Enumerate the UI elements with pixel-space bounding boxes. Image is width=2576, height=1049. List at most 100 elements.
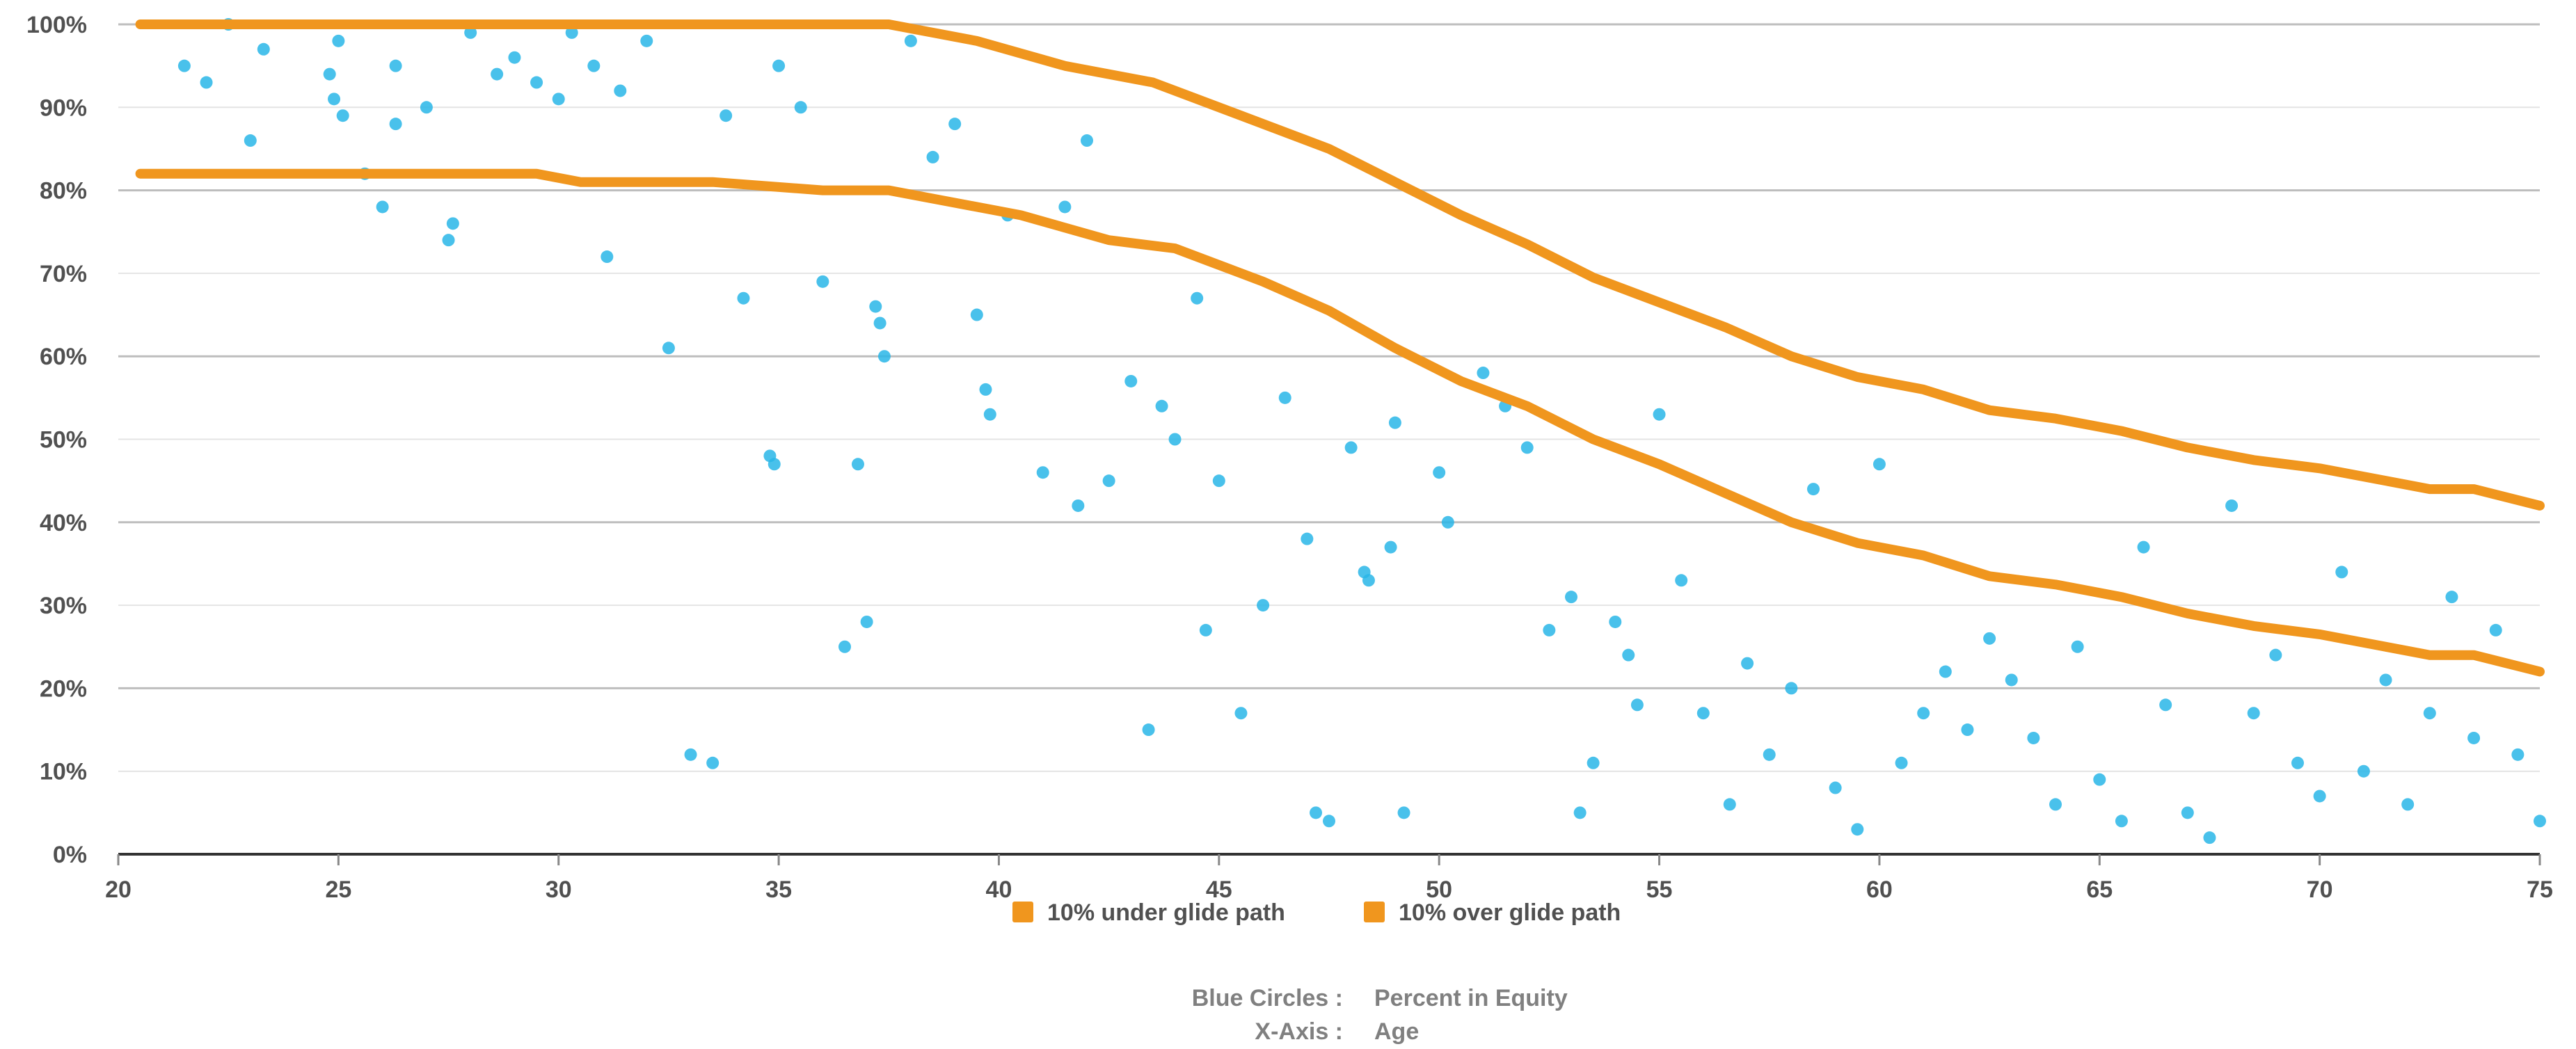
y-tick-label: 60% [40,344,87,370]
data-point [640,34,653,47]
data-point [257,42,270,56]
data-point [873,317,887,330]
data-point [2313,790,2326,803]
data-point [816,275,829,288]
data-point [737,291,750,305]
legend-swatch [1012,902,1033,922]
data-point [1630,698,1644,712]
data-point [389,118,402,131]
data-point [464,26,477,39]
y-tick-label: 50% [40,427,87,454]
data-point [1763,748,1776,761]
data-point [926,150,939,163]
data-point [1102,474,1115,488]
x-tick-label: 40 [986,876,1012,903]
x-tick-label: 55 [1646,876,1673,903]
y-tick-label: 10% [40,759,87,785]
data-point [420,101,433,114]
data-point [2049,798,2062,811]
data-point [1807,483,1820,496]
data-point [877,350,891,363]
data-point [336,109,349,122]
data-point [1301,532,1314,545]
data-point [1191,291,1204,305]
glide-path-under-line [135,168,2545,677]
data-point [970,308,983,321]
data-point [2423,707,2436,720]
data-point [1520,441,1534,454]
data-point [1124,374,1138,387]
data-point [177,59,191,72]
data-point [1573,806,1587,819]
data-point [389,59,402,72]
data-point [1234,707,1248,720]
data-point [2203,831,2216,844]
data-point [1895,756,1908,769]
data-point [684,748,697,761]
data-point [1323,815,1335,828]
data-point [2181,806,2194,819]
data-point [2071,640,2084,653]
data-point [2093,773,2106,786]
data-point [376,200,389,214]
data-point [1257,599,1270,612]
data-point [323,67,336,81]
x-tick-label: 60 [1866,876,1893,903]
data-point [2115,815,2128,828]
data-point [2534,815,2546,828]
data-point [1609,615,1622,628]
data-point [706,756,719,769]
data-point [2511,748,2525,761]
data-point [2379,673,2392,687]
data-point [983,408,996,421]
x-tick-label: 30 [546,876,572,903]
data-point [1362,574,1375,587]
data-point [1212,474,1225,488]
data-point [851,458,864,471]
data-point [1565,591,1577,604]
data-point [719,109,733,122]
data-point [662,342,675,355]
data-point [442,234,455,247]
data-point [614,84,627,97]
data-point [979,383,992,396]
data-point [1675,574,1688,587]
data-point [2159,698,2172,712]
data-point [838,640,851,653]
y-tick-label: 20% [40,675,87,702]
data-point [530,76,543,89]
footer-key: X-Axis : [1255,1018,1343,1045]
data-point [1384,540,1397,554]
data-point [328,93,341,106]
data-point [2401,798,2415,811]
data-point [1058,200,1072,214]
legend-item-under: 10% under glide path [1047,899,1285,926]
data-point [2335,566,2348,579]
data-point [200,76,213,89]
data-point [860,615,873,628]
data-point [1072,499,1085,512]
data-point [1433,466,1446,479]
x-tick-label: 45 [1206,876,1232,903]
data-point [2489,623,2502,636]
data-point [1961,723,1974,737]
data-point [2445,591,2458,604]
data-point [1310,806,1323,819]
data-point [1622,648,1635,662]
data-point [587,59,601,72]
data-point [869,300,882,313]
data-point [1168,433,1182,446]
data-point [552,93,565,106]
data-point [948,118,962,131]
data-point [1344,441,1358,454]
data-point [1278,391,1291,404]
footer-notes: Blue Circles : Percent in Equity X-Axis : A… [1192,985,1568,1045]
y-tick-label: 70% [40,261,87,287]
data-point [491,67,504,81]
data-point [1441,515,1454,529]
data-point [244,134,257,147]
x-tick-label: 25 [325,876,351,903]
data-point [508,51,521,64]
data-point [1851,823,1864,836]
